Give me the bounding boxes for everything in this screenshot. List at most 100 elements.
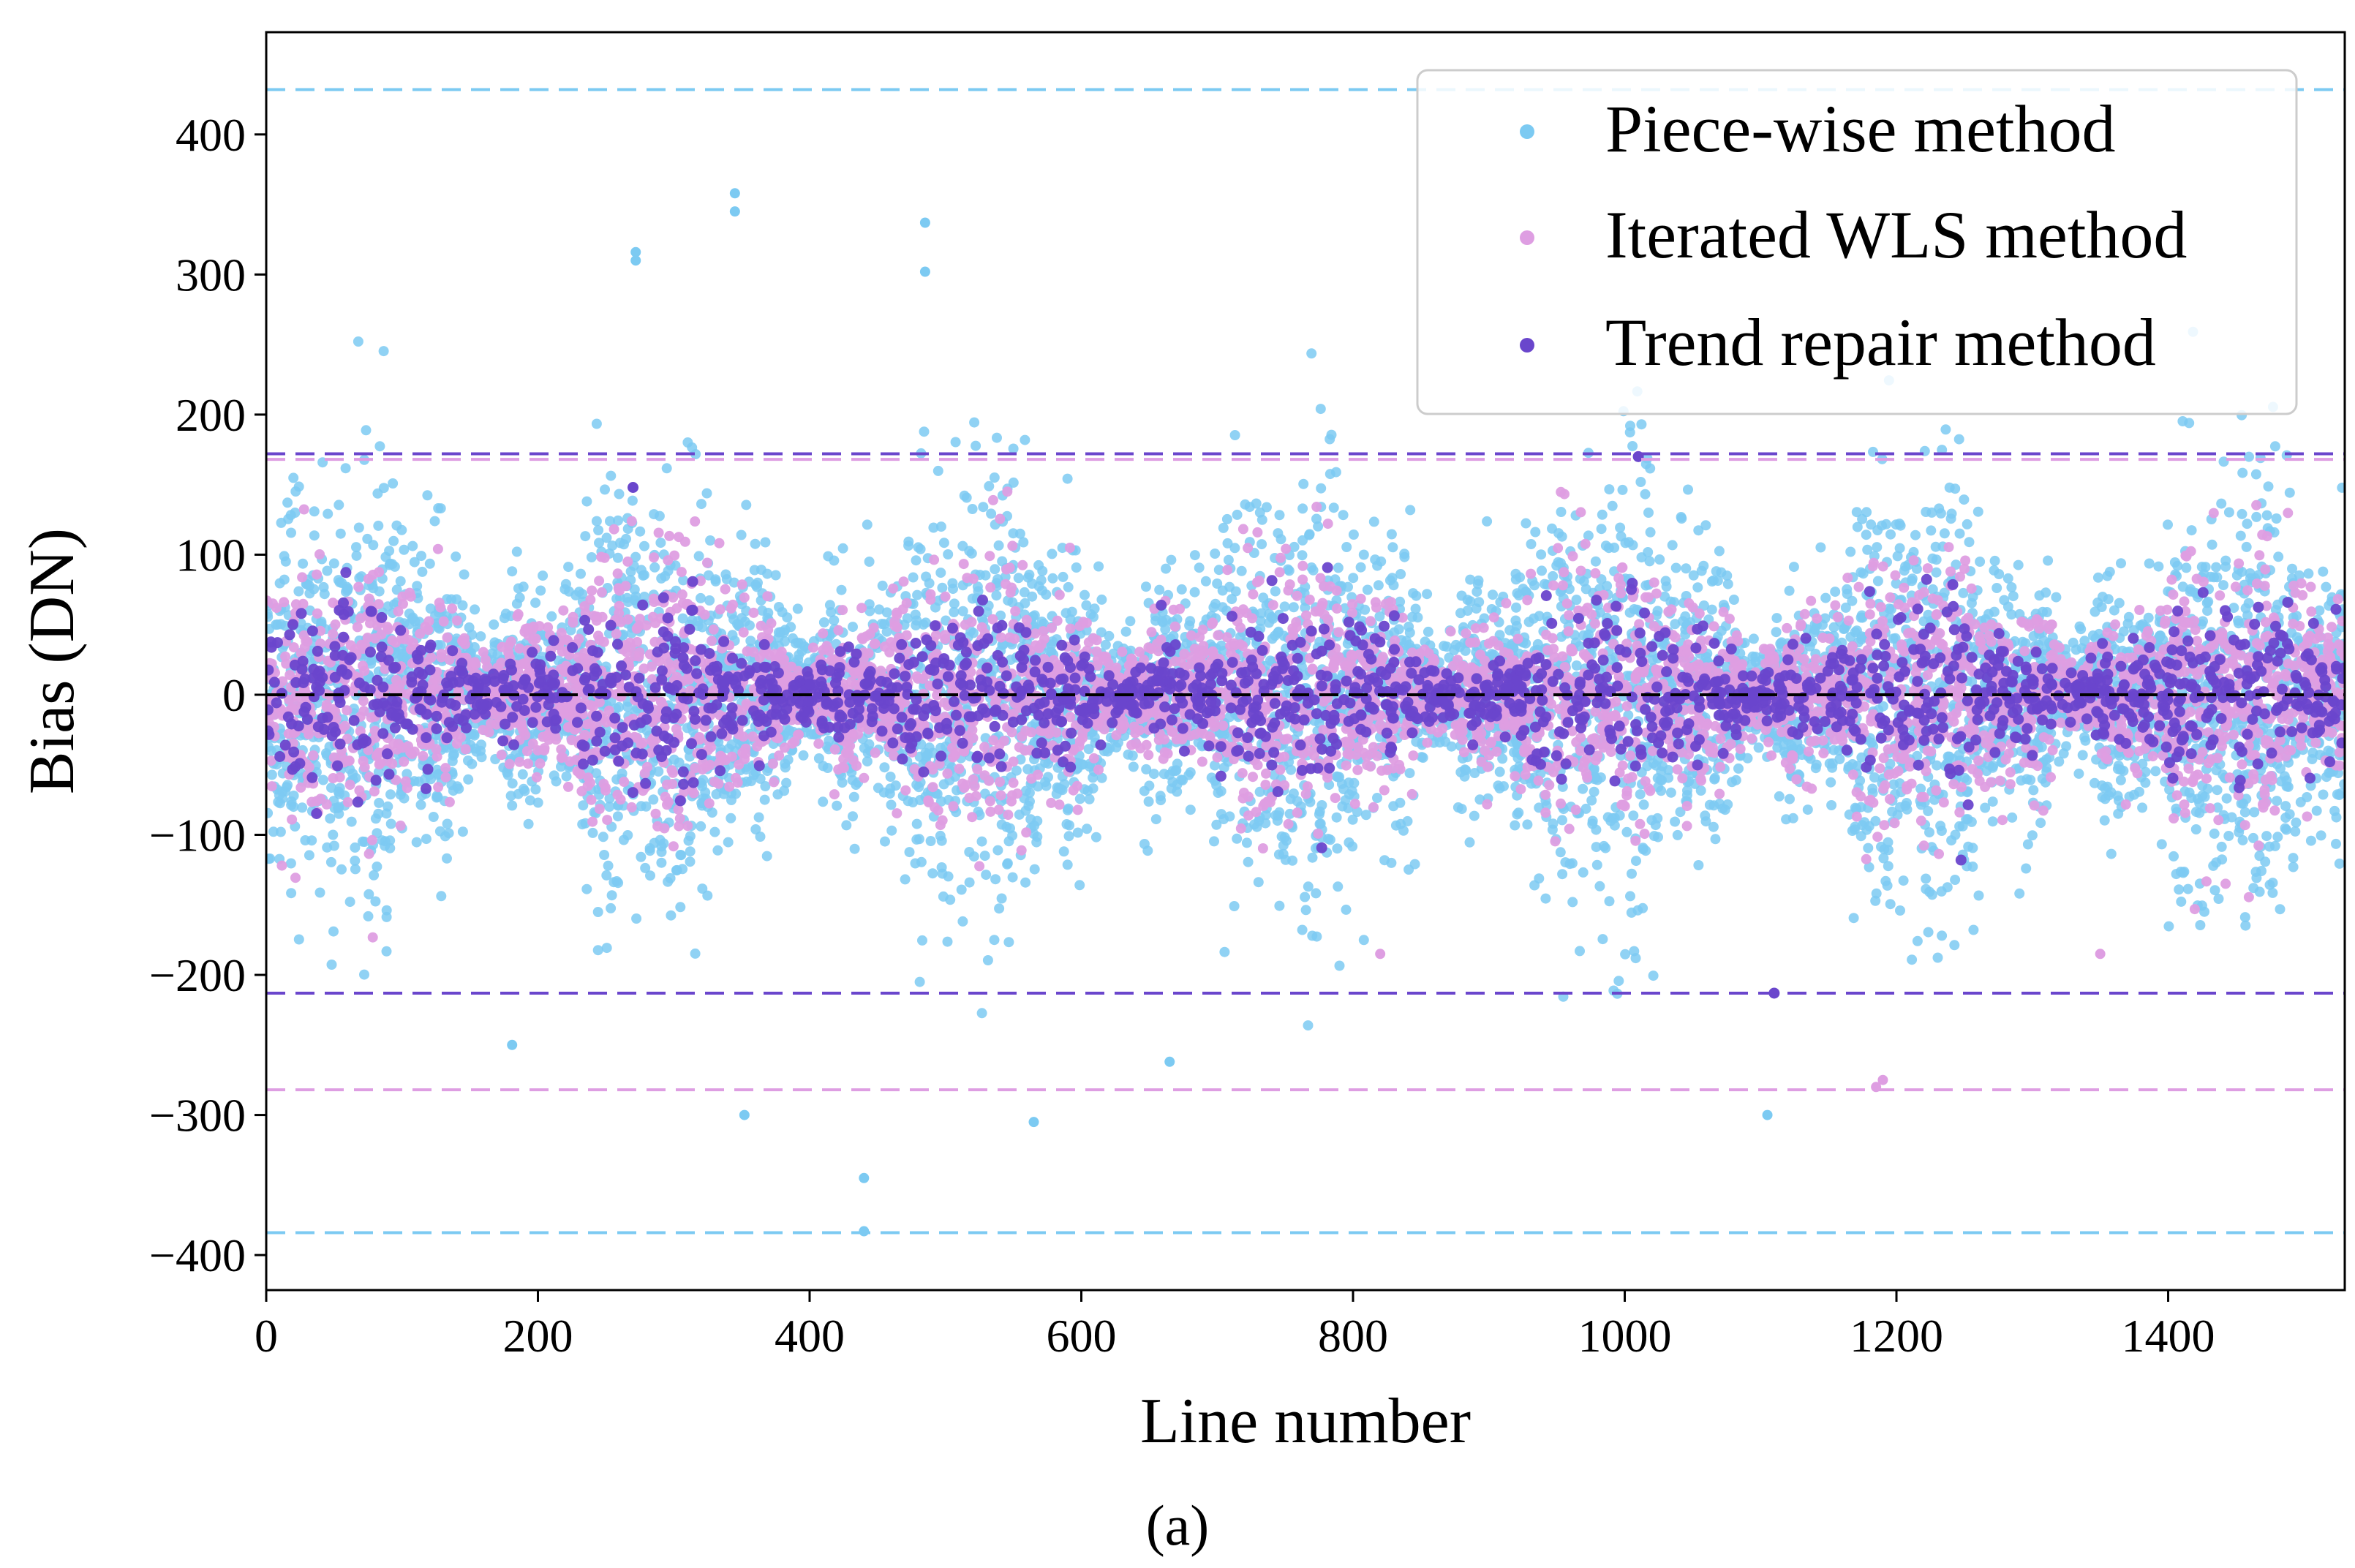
- data-point: [1980, 802, 1991, 813]
- data-point: [601, 532, 612, 543]
- data-point: [1297, 503, 1308, 514]
- data-point: [2113, 808, 2124, 819]
- data-point: [1209, 836, 1219, 847]
- data-point: [2116, 558, 2126, 569]
- data-point: [1270, 586, 1281, 597]
- data-point: [1510, 574, 1521, 585]
- data-point: [948, 584, 958, 595]
- data-point: [984, 480, 995, 491]
- data-point: [2106, 848, 2117, 859]
- data-point: [1036, 575, 1047, 586]
- data-point: [1643, 508, 1654, 518]
- data-point: [1861, 529, 1872, 540]
- data-point: [1358, 935, 1369, 946]
- data-point: [1208, 602, 1219, 613]
- data-point: [1540, 893, 1551, 904]
- data-point: [1406, 611, 1417, 622]
- data-point: [1828, 745, 1839, 755]
- data-point: [1912, 935, 1923, 946]
- data-point: [581, 496, 592, 507]
- data-point: [1640, 489, 1651, 500]
- data-point: [1556, 507, 1567, 517]
- data-point: [792, 603, 803, 614]
- data-point: [2223, 831, 2234, 841]
- data-point: [911, 615, 922, 626]
- data-point: [1404, 768, 1415, 779]
- data-point: [932, 465, 943, 476]
- data-point: [1471, 603, 1482, 614]
- data-point: [2195, 920, 2206, 930]
- data-point: [1526, 539, 1537, 549]
- data-point: [1229, 430, 1240, 440]
- data-point: [381, 911, 392, 922]
- data-point: [1987, 816, 1998, 827]
- data-point: [1840, 602, 1851, 613]
- data-point: [2097, 592, 2108, 603]
- data-point: [1688, 570, 1699, 581]
- data-point: [2220, 555, 2231, 566]
- data-point: [956, 884, 967, 895]
- data-point: [2237, 508, 2247, 519]
- data-point: [325, 813, 336, 824]
- data-point: [910, 858, 921, 869]
- data-point: [1564, 859, 1575, 870]
- data-point: [2249, 807, 2260, 818]
- data-point: [1472, 587, 1482, 598]
- data-point: [1923, 806, 1934, 816]
- data-point: [675, 902, 686, 913]
- data-point: [1967, 862, 1978, 872]
- data-point: [2209, 885, 2220, 896]
- data-point: [908, 572, 919, 583]
- data-point: [1125, 616, 1136, 627]
- data-point: [2073, 768, 2084, 779]
- data-point: [1968, 924, 1979, 935]
- data-point: [1700, 520, 1711, 531]
- data-point: [592, 945, 603, 956]
- data-point: [2070, 644, 2081, 655]
- data-point: [1872, 576, 1883, 587]
- data-point: [2092, 572, 2103, 583]
- data-point: [1620, 949, 1631, 960]
- data-point: [678, 575, 689, 586]
- data-point: [1557, 815, 1567, 826]
- data-point: [1730, 774, 1741, 785]
- data-point: [723, 837, 734, 848]
- data-point: [698, 774, 709, 785]
- data-point: [1306, 562, 1317, 573]
- data-point: [655, 538, 666, 549]
- data-point: [2022, 839, 2033, 850]
- data-point: [848, 791, 859, 802]
- data-point: [1041, 589, 1052, 600]
- data-point: [1923, 927, 1934, 938]
- data-point: [424, 558, 435, 569]
- data-point: [949, 598, 960, 609]
- data-point: [1926, 889, 1937, 900]
- data-point: [1243, 856, 1254, 867]
- data-point: [1604, 896, 1615, 907]
- data-point: [1599, 840, 1609, 851]
- data-point: [702, 890, 713, 901]
- data-point: [1007, 872, 1018, 883]
- data-point: [685, 846, 696, 857]
- data-point: [1529, 580, 1540, 591]
- data-point: [1063, 831, 1074, 842]
- data-point: [2311, 805, 2322, 816]
- data-point: [2163, 519, 2173, 530]
- data-point: [879, 762, 890, 773]
- data-point: [1828, 622, 1839, 633]
- data-point: [1074, 794, 1085, 804]
- data-point: [1398, 825, 1409, 836]
- data-point: [912, 589, 923, 600]
- data-point: [1784, 585, 1795, 596]
- data-point: [1921, 873, 1932, 884]
- data-point: [1000, 571, 1011, 582]
- data-point: [2272, 796, 2283, 807]
- data-point: [1150, 814, 1161, 825]
- data-point: [936, 835, 947, 846]
- data-point: [1081, 600, 1092, 611]
- data-point: [911, 555, 922, 566]
- data-point: [580, 531, 591, 542]
- data-point: [1031, 837, 1042, 848]
- data-point: [1465, 596, 1476, 607]
- data-point: [2007, 812, 2018, 823]
